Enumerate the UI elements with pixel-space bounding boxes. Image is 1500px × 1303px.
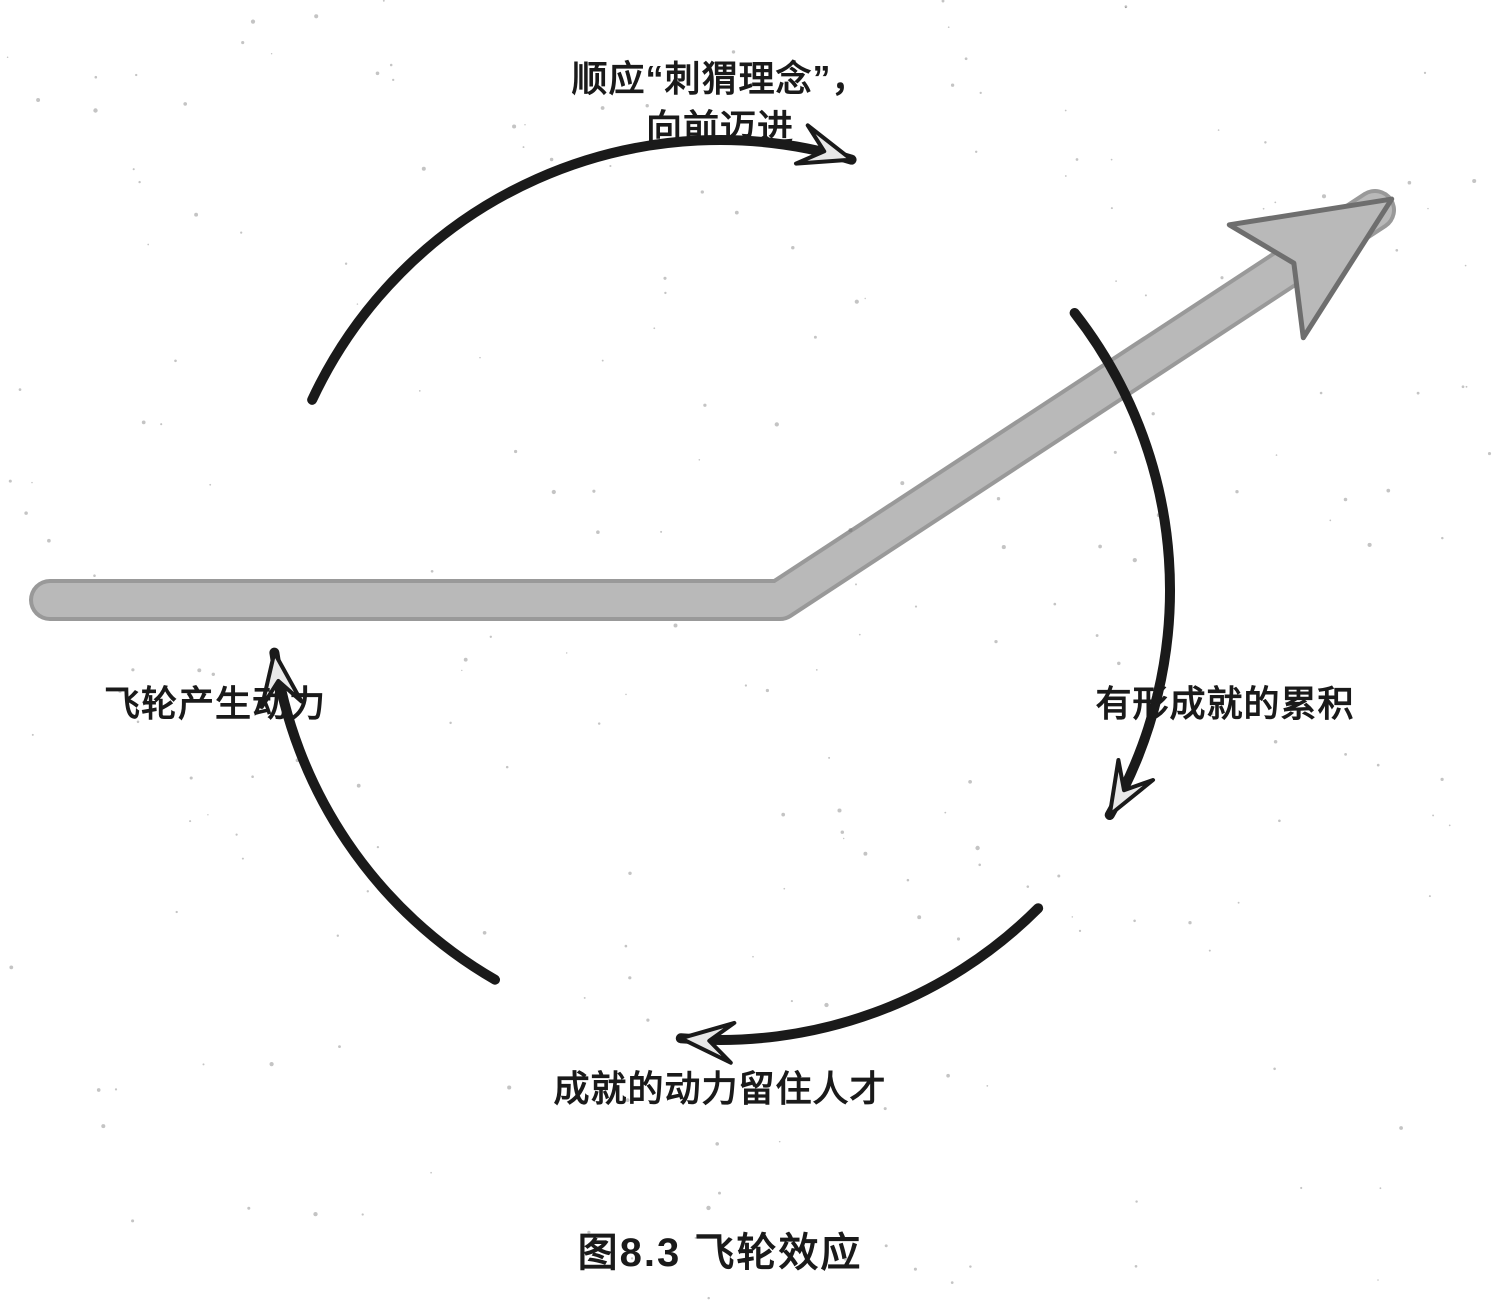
label-left: 飞轮产生动力 [104,680,326,729]
label-top-line1: 顺应“刺猬理念”， [571,58,868,99]
label-top-line2: 向前迈进 [646,107,794,148]
figure-caption: 图8.3 飞轮效应 [578,1220,863,1278]
label-top: 顺应“刺猬理念”， 向前迈进 [571,55,868,152]
label-right: 有形成就的累积 [1095,680,1354,729]
diagram-canvas: 顺应“刺猬理念”， 向前迈进 有形成就的累积 成就的动力留住人才 飞轮产生动力 … [0,0,1500,1303]
label-bottom: 成就的动力留住人才 [553,1065,886,1114]
